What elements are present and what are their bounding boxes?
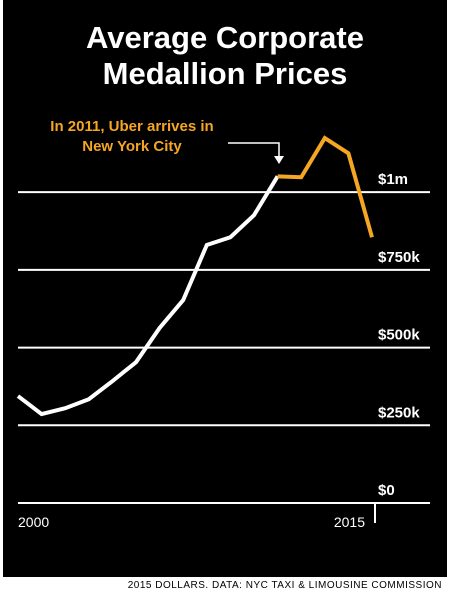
arrow-head: [274, 156, 284, 164]
y-tick-label: $1m: [378, 171, 408, 188]
background: [3, 0, 447, 577]
annotation: In 2011, Uber arrives in New York City: [50, 118, 214, 155]
y-tick-label: $0: [378, 482, 395, 499]
x-tick-label: 2015: [334, 514, 365, 530]
y-tick-label: $750k: [378, 249, 420, 266]
chart-title: Average Corporate Medallion Prices: [86, 20, 364, 91]
annotation-arrow: [228, 142, 280, 158]
source: 2015 DOLLARS. DATA: NYC TAXI & LIMOUSINE…: [127, 580, 442, 591]
highlight-line: [277, 135, 374, 238]
x-tick-label: 2000: [18, 514, 49, 530]
price-line: [16, 175, 280, 417]
y-tick-label: $500k: [378, 327, 420, 344]
y-tick-label: $250k: [378, 404, 420, 421]
